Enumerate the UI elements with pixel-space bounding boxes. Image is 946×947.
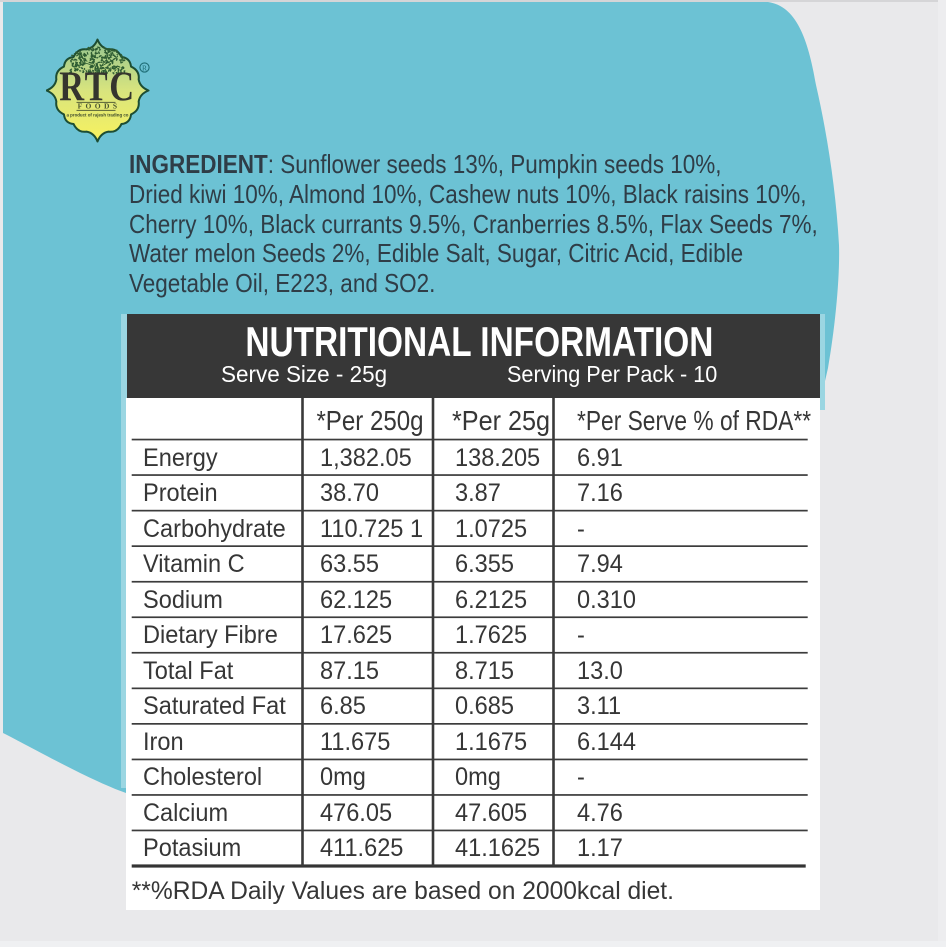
svg-text:R: R	[142, 63, 147, 72]
svg-text:FOODS: FOODS	[78, 102, 121, 111]
svg-text:a product of rajesh trading co: a product of rajesh trading co	[67, 112, 129, 117]
